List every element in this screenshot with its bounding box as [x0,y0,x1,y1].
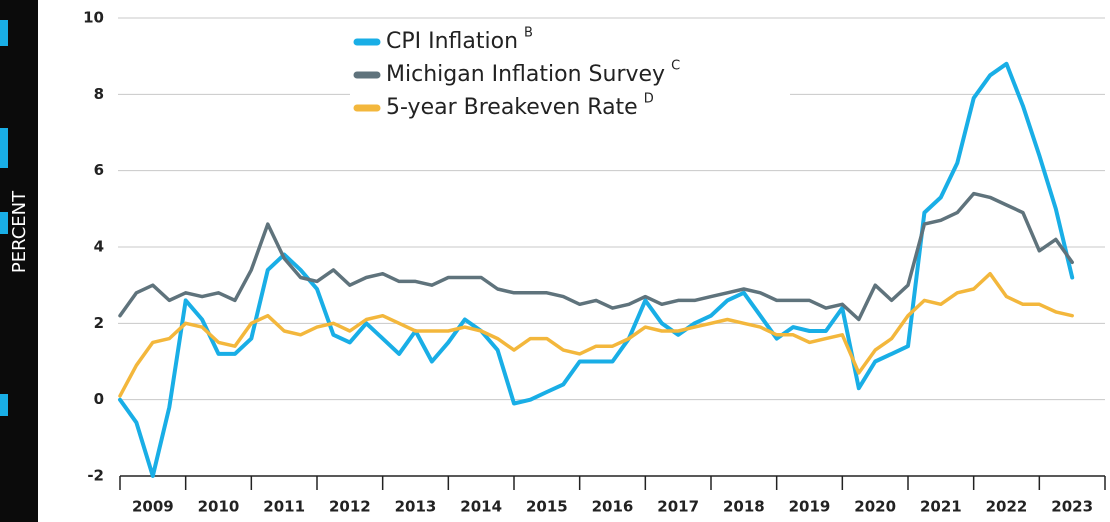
x-tick-label: 2010 [198,498,240,516]
strip-accent [0,394,8,416]
y-tick-label: 6 [94,161,104,179]
y-tick-label: 2 [94,314,104,332]
x-tick-label: 2017 [657,498,699,516]
y-tick-label: 8 [94,85,104,103]
x-tick-label: 2011 [263,498,305,516]
plot [118,61,1075,478]
strip-accent [0,20,8,46]
legend-footnote: D [644,92,654,107]
side-strip [0,0,38,522]
legend-label: Michigan Inflation Survey [386,62,665,87]
series-line [118,191,1074,322]
y-tick-label: 0 [94,390,104,408]
legend: CPI Inflation B Michigan Inflation Survey C… [350,24,790,124]
strip-accent [0,212,8,234]
y-tick-label: 4 [94,238,104,256]
legend-label: 5-year Breakeven Rate [386,95,638,120]
x-tick-label: 2014 [460,498,502,516]
legend-footnote: C [671,59,680,74]
strip-accent [0,128,8,168]
grid: -2 0 2 4 6 8 10 2009 2010 2011 2012 2013 2014 2015 201… [83,9,1106,516]
x-tick-label: 2019 [789,498,831,516]
x-tick-label: 2018 [723,498,765,516]
x-tick-label: 2020 [854,498,896,516]
y-tick-label: -2 [87,467,104,485]
series-line [118,61,1075,478]
legend-background [350,24,790,124]
x-tick-label: 2021 [920,498,962,516]
legend-footnote: B [524,26,533,41]
x-tick-label: 2015 [526,498,568,516]
x-tick-label: 2023 [1051,498,1093,516]
x-tick-label: 2012 [329,498,371,516]
y-tick-label: 10 [83,9,104,27]
series-line [118,271,1074,398]
x-tick-label: 2009 [132,498,174,516]
x-tick-label: 2016 [592,498,634,516]
x-tick-label: 2013 [395,498,437,516]
y-axis-label: PERCENT [9,190,30,273]
legend-label: CPI Inflation [386,29,518,54]
x-tick-label: 2022 [986,498,1028,516]
